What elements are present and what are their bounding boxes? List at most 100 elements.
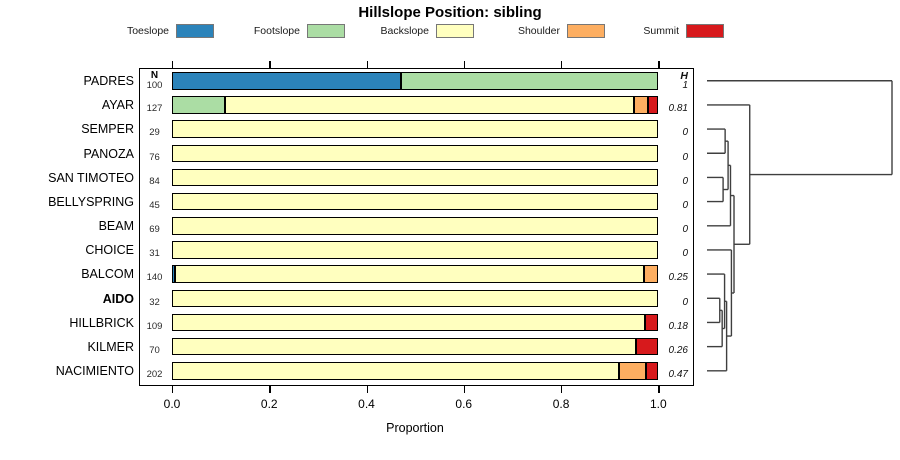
bar-segment-toeslope (172, 72, 401, 90)
row-label: HILLBRICK (69, 315, 134, 330)
bar-segment-summit (646, 362, 659, 380)
axis-tick-top (658, 61, 660, 68)
row-label: PADRES (83, 74, 134, 88)
bar-segment-summit (648, 96, 659, 114)
bar-segment-shoulder (644, 265, 659, 283)
axis-tick-label: 0.6 (455, 397, 473, 411)
row-label: AYAR (101, 98, 134, 113)
n-count: 140 (146, 272, 163, 284)
bar-segment-summit (636, 337, 659, 356)
legend: Toeslope Footslope Backslope Shoulder Summit (0, 0, 900, 44)
n-count: 76 (149, 151, 160, 163)
bar-segment-backslope (172, 192, 659, 211)
bar-segment-footslope (172, 96, 226, 114)
row-label: SEMPER (81, 122, 134, 137)
axis-tick-bottom (561, 386, 563, 393)
stacked-bar (172, 217, 659, 235)
row-label: BEAM (98, 219, 134, 234)
bar-segment-backslope (175, 265, 645, 283)
dendrogram (707, 80, 893, 372)
n-count: 29 (149, 127, 160, 139)
n-count: 32 (149, 296, 160, 308)
axis-tick-top (561, 61, 563, 68)
n-count: 100 (146, 80, 163, 91)
row-label: KILMER (87, 339, 134, 354)
bar-segment-backslope (172, 289, 659, 308)
n-count: 69 (149, 224, 160, 236)
h-value: 0 (682, 175, 688, 187)
axis-tick-label: 0.2 (260, 397, 278, 411)
stacked-bar (172, 289, 659, 308)
stacked-bar (172, 72, 659, 90)
row-label: BELLYSPRING (48, 194, 134, 209)
legend-swatch (567, 24, 605, 38)
h-value: 0 (682, 151, 688, 163)
bar-segment-backslope (172, 144, 659, 162)
stacked-bar (172, 168, 659, 187)
n-count: 202 (146, 369, 163, 381)
axis-tick-bottom (366, 386, 368, 393)
legend-swatch (436, 24, 474, 38)
chart-title: Hillslope Position: sibling (358, 4, 542, 21)
h-value: 0.47 (668, 369, 688, 381)
row-label: CHOICE (85, 243, 134, 258)
bar-segment-summit (644, 313, 659, 332)
bar-segment-footslope (400, 72, 659, 90)
h-value: 0 (682, 224, 688, 236)
h-value: 0.25 (668, 272, 688, 284)
bar-segment-toeslope (172, 265, 176, 283)
legend-label: Footslope (253, 25, 300, 37)
axis-tick-label: 0.0 (163, 397, 181, 411)
bar-segment-shoulder (619, 362, 647, 380)
axis-tick-label: 0.4 (358, 397, 375, 411)
axis-tick-top (366, 61, 368, 68)
h-column-header: H (680, 70, 688, 82)
bar-segment-backslope (172, 337, 637, 356)
bar-segment-backslope (172, 217, 659, 235)
axis-tick-label: 1.0 (649, 397, 667, 411)
stacked-bar (172, 120, 659, 138)
h-value: 0 (682, 248, 688, 260)
stacked-bar (172, 337, 659, 356)
row-label: NACIMIENTO (55, 364, 134, 379)
bar-segment-shoulder (633, 96, 649, 114)
axis-tick-top (172, 61, 174, 68)
n-column-header: N (150, 70, 159, 81)
n-count: 84 (149, 175, 160, 187)
x-axis-title: Proportion (386, 421, 444, 435)
axis-tick-bottom (658, 386, 660, 393)
n-count: 127 (146, 103, 163, 115)
bar-segment-backslope (172, 313, 645, 332)
bar-segment-backslope (172, 241, 659, 259)
legend-swatch (176, 24, 214, 38)
legend-label: Summit (643, 25, 679, 37)
axis-tick-top (269, 61, 271, 68)
stacked-bar (172, 265, 659, 283)
n-count: 45 (149, 199, 160, 211)
axis-tick-bottom (172, 386, 174, 393)
row-label: PANOZA (83, 146, 134, 161)
bar-segment-backslope (225, 96, 634, 114)
h-value: 0.18 (668, 320, 688, 332)
axis-tick-bottom (269, 386, 271, 393)
h-value: 0.81 (668, 103, 688, 115)
bar-segment-backslope (172, 168, 659, 187)
row-label: BALCOM (81, 267, 134, 282)
bar-segment-backslope (172, 362, 620, 380)
h-value: 1 (682, 80, 688, 91)
axis-tick-label: 0.8 (552, 397, 570, 411)
h-value: 0 (682, 296, 688, 308)
axis-tick-top (463, 61, 466, 68)
n-count: 109 (146, 320, 163, 332)
row-label: SAN TIMOTEO (48, 170, 134, 185)
stacked-bar (172, 313, 659, 332)
stacked-bar (172, 192, 659, 211)
stacked-bar (172, 241, 659, 259)
n-count: 31 (149, 248, 160, 260)
n-count: 70 (149, 344, 160, 356)
legend-label: Shoulder (517, 25, 560, 37)
legend-label: Toeslope (126, 25, 169, 37)
row-label: AIDO (102, 291, 134, 306)
h-value: 0.26 (668, 344, 688, 356)
